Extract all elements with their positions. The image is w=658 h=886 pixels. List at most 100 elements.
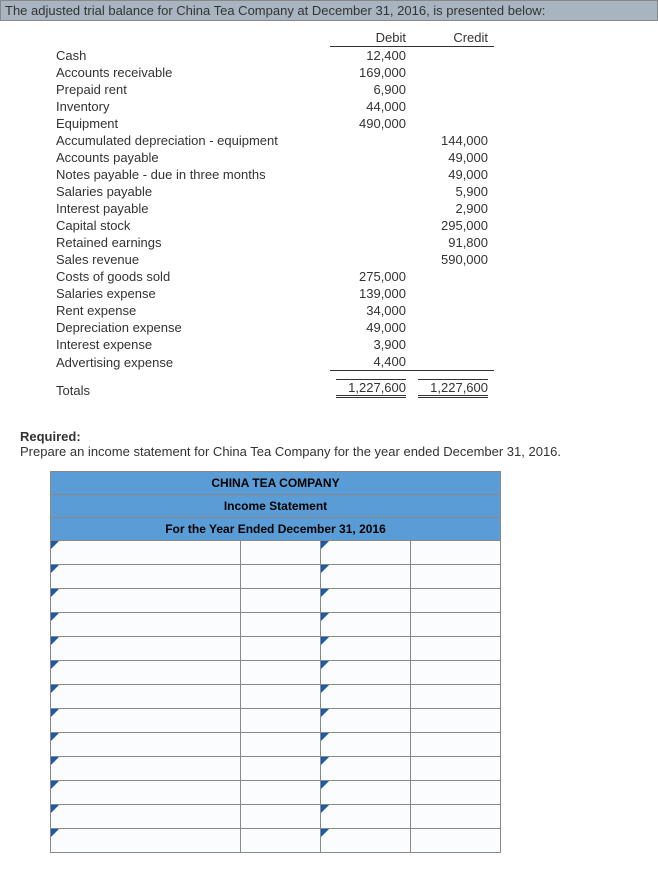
form-cell[interactable] (51, 589, 241, 613)
dropdown-icon[interactable] (51, 661, 59, 669)
form-cell[interactable] (411, 709, 501, 733)
form-cell[interactable] (321, 829, 411, 853)
form-cell[interactable] (241, 829, 321, 853)
page-header: The adjusted trial balance for China Tea… (0, 0, 658, 21)
form-cell[interactable] (411, 613, 501, 637)
form-cell[interactable] (321, 637, 411, 661)
form-cell[interactable] (241, 613, 321, 637)
debit-value: 4,400 (330, 353, 412, 371)
form-cell[interactable] (411, 685, 501, 709)
form-cell[interactable] (411, 829, 501, 853)
dropdown-icon[interactable] (51, 589, 59, 597)
dropdown-icon[interactable] (321, 709, 329, 717)
col-header-credit: Credit (412, 29, 494, 47)
debit-value: 139,000 (330, 285, 412, 302)
form-cell[interactable] (51, 685, 241, 709)
form-cell[interactable] (411, 757, 501, 781)
debit-value: 3,900 (330, 336, 412, 353)
form-cell[interactable] (51, 637, 241, 661)
form-cell[interactable] (411, 637, 501, 661)
credit-value (412, 115, 494, 132)
dropdown-icon[interactable] (321, 685, 329, 693)
dropdown-icon[interactable] (51, 541, 59, 549)
form-cell[interactable] (321, 541, 411, 565)
form-cell[interactable] (321, 661, 411, 685)
form-cell[interactable] (51, 565, 241, 589)
form-cell[interactable] (51, 709, 241, 733)
form-cell[interactable] (411, 589, 501, 613)
form-cell[interactable] (241, 709, 321, 733)
dropdown-icon[interactable] (321, 613, 329, 621)
form-cell[interactable] (411, 661, 501, 685)
form-cell[interactable] (241, 805, 321, 829)
form-cell[interactable] (51, 613, 241, 637)
dropdown-icon[interactable] (51, 637, 59, 645)
form-cell[interactable] (241, 733, 321, 757)
dropdown-icon[interactable] (51, 709, 59, 717)
form-cell[interactable] (321, 757, 411, 781)
dropdown-icon[interactable] (321, 661, 329, 669)
credit-value (412, 319, 494, 336)
dropdown-icon[interactable] (51, 565, 59, 573)
form-cell[interactable] (411, 805, 501, 829)
form-cell[interactable] (321, 709, 411, 733)
form-cell[interactable] (321, 733, 411, 757)
account-label: Costs of goods sold (50, 268, 330, 285)
dropdown-icon[interactable] (321, 589, 329, 597)
form-cell[interactable] (411, 781, 501, 805)
account-label: Depreciation expense (50, 319, 330, 336)
form-cell[interactable] (241, 661, 321, 685)
form-cell[interactable] (241, 541, 321, 565)
dropdown-icon[interactable] (321, 829, 329, 837)
debit-value (330, 234, 412, 251)
form-cell[interactable] (241, 637, 321, 661)
dropdown-icon[interactable] (321, 565, 329, 573)
dropdown-icon[interactable] (51, 829, 59, 837)
credit-value: 49,000 (412, 149, 494, 166)
dropdown-icon[interactable] (321, 805, 329, 813)
form-cell[interactable] (321, 589, 411, 613)
dropdown-icon[interactable] (51, 613, 59, 621)
dropdown-icon[interactable] (51, 781, 59, 789)
dropdown-icon[interactable] (321, 733, 329, 741)
form-cell[interactable] (241, 685, 321, 709)
form-cell[interactable] (51, 805, 241, 829)
income-statement-form: CHINA TEA COMPANY Income Statement For t… (50, 471, 501, 853)
dropdown-icon[interactable] (51, 757, 59, 765)
account-label: Accounts payable (50, 149, 330, 166)
form-cell[interactable] (241, 589, 321, 613)
form-cell[interactable] (51, 541, 241, 565)
form-cell[interactable] (51, 829, 241, 853)
credit-value (412, 302, 494, 319)
account-label: Interest payable (50, 200, 330, 217)
dropdown-icon[interactable] (321, 781, 329, 789)
form-cell[interactable] (411, 541, 501, 565)
account-label: Rent expense (50, 302, 330, 319)
totals-debit: 1,227,600 (336, 379, 406, 398)
dropdown-icon[interactable] (51, 685, 59, 693)
form-cell[interactable] (51, 661, 241, 685)
dropdown-icon[interactable] (321, 637, 329, 645)
form-cell[interactable] (51, 733, 241, 757)
dropdown-icon[interactable] (321, 757, 329, 765)
form-cell[interactable] (241, 781, 321, 805)
form-cell[interactable] (241, 565, 321, 589)
dropdown-icon[interactable] (321, 541, 329, 549)
form-cell[interactable] (51, 757, 241, 781)
debit-value: 49,000 (330, 319, 412, 336)
debit-value: 6,900 (330, 81, 412, 98)
dropdown-icon[interactable] (51, 733, 59, 741)
debit-value (330, 251, 412, 268)
form-cell[interactable] (411, 733, 501, 757)
form-cell[interactable] (321, 781, 411, 805)
credit-value (412, 64, 494, 81)
form-cell[interactable] (411, 565, 501, 589)
dropdown-icon[interactable] (51, 805, 59, 813)
form-cell[interactable] (321, 565, 411, 589)
form-cell[interactable] (321, 685, 411, 709)
form-cell[interactable] (241, 757, 321, 781)
form-cell[interactable] (321, 613, 411, 637)
form-cell[interactable] (51, 781, 241, 805)
form-cell[interactable] (321, 805, 411, 829)
account-label: Salaries payable (50, 183, 330, 200)
